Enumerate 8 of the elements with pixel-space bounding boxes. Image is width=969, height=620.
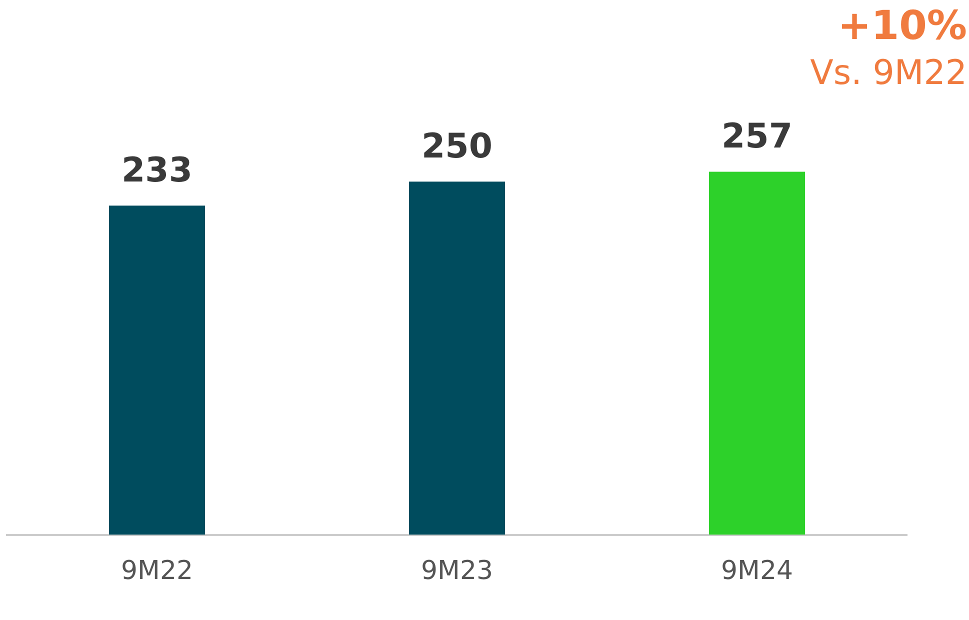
text: Vs. 9M22 <box>810 52 967 95</box>
data-label: 233 <box>122 150 192 190</box>
x-tick-label: 9M24 <box>720 556 794 586</box>
data-label: 257 <box>722 116 792 157</box>
x-tick-label: 9M23 <box>420 556 494 586</box>
text: +10% <box>836 2 967 50</box>
data-label: 250 <box>422 126 492 166</box>
x-tick-label: 9M22 <box>120 556 194 586</box>
